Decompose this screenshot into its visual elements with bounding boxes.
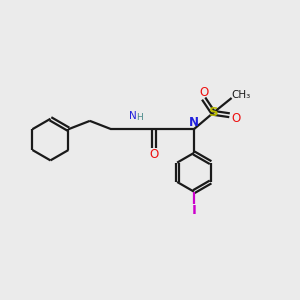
Text: H: H [136,113,142,122]
Text: CH₃: CH₃ [232,90,251,100]
Text: O: O [199,85,208,98]
Text: N: N [129,111,137,121]
Text: O: O [149,148,159,161]
Text: S: S [209,106,219,119]
Text: I: I [191,203,196,217]
Text: O: O [232,112,241,125]
Text: N: N [189,116,199,129]
